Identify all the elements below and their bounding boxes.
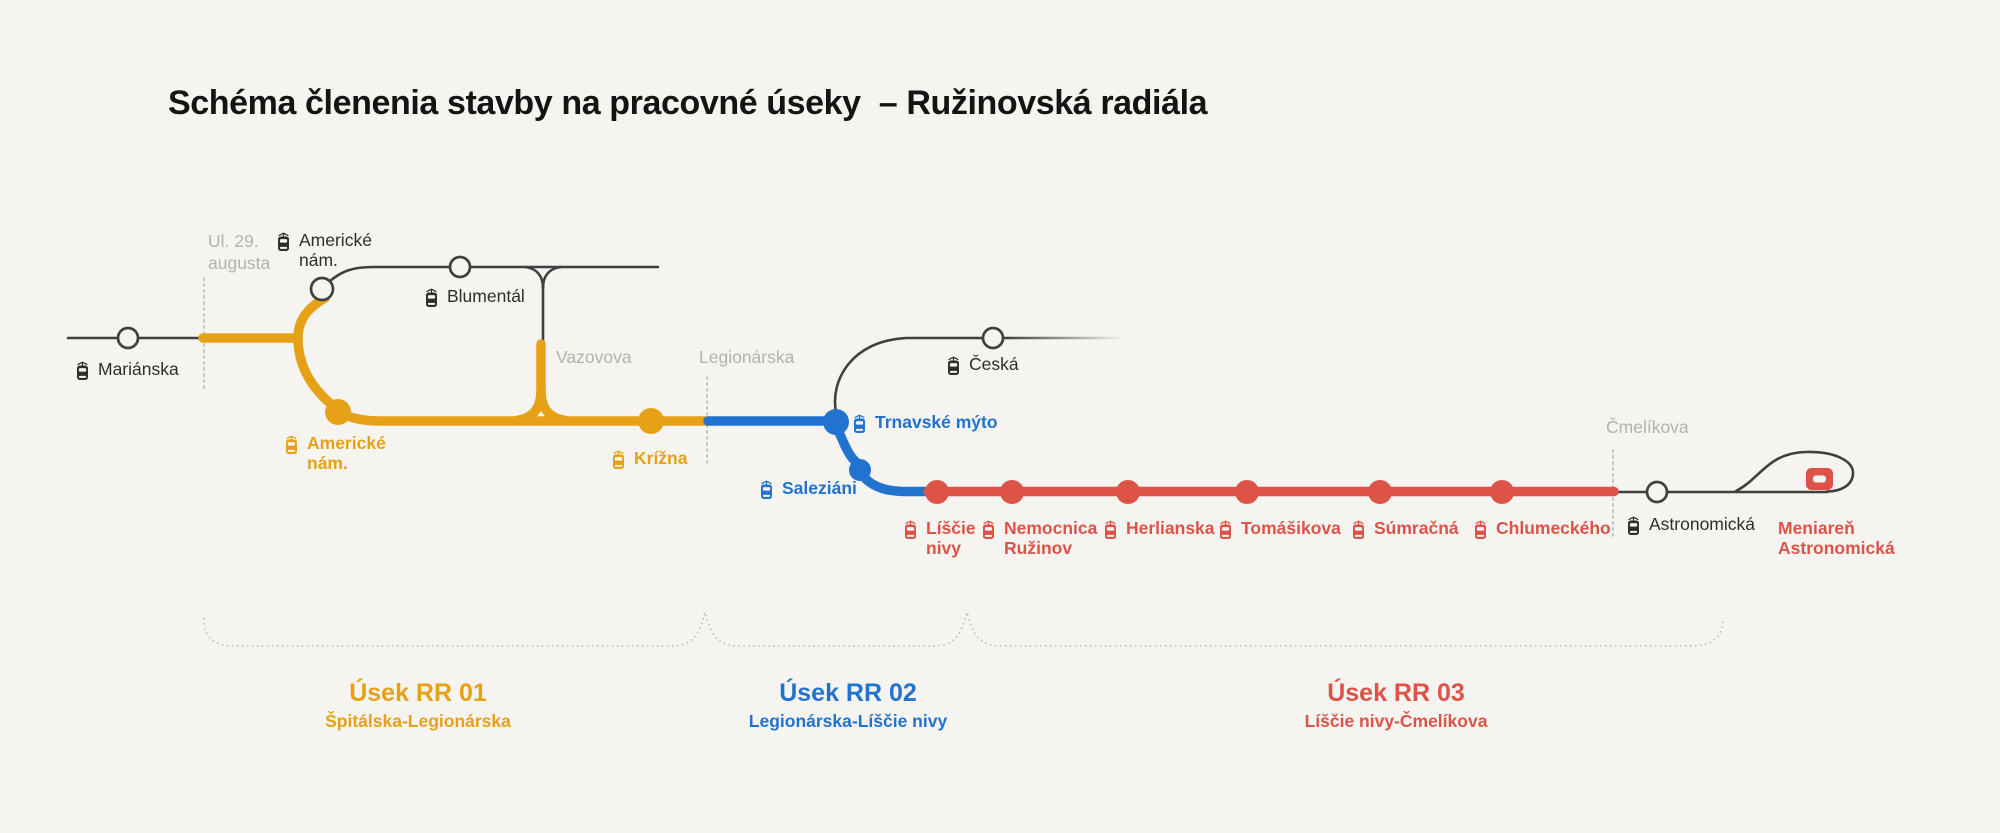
stop-dot-trnavske-myto xyxy=(823,409,849,435)
station-name: Tomášikova xyxy=(1241,518,1341,538)
track-vazovova-fillet-left xyxy=(523,265,545,290)
station-name: Saleziáni xyxy=(782,478,857,498)
section-rr01-range: Špitálska-Legionárska xyxy=(325,711,511,731)
tram-icon xyxy=(946,356,961,376)
street-label-vazovova: Vazovova xyxy=(556,347,632,367)
station-name: Mariánska xyxy=(98,359,179,379)
tram-icon xyxy=(424,288,439,308)
tram-icon xyxy=(1218,520,1233,540)
section-rr01-label: Úsek RR 01 xyxy=(349,679,487,707)
stop-dot-americke-nam xyxy=(325,399,351,425)
station-name: Chlumeckého xyxy=(1496,518,1611,538)
tram-icon xyxy=(75,361,90,381)
rr02-curve-lower xyxy=(857,470,935,497)
page-title: Schéma členenia stavby na pracovné úseky… xyxy=(168,84,1208,122)
tram-icon xyxy=(1626,516,1641,536)
rr01-vazovova-left xyxy=(512,339,546,426)
node-astronomicka xyxy=(1645,480,1669,504)
tram-icon xyxy=(276,232,291,252)
station-label-ceska: Česká xyxy=(946,354,1019,376)
tram-icon xyxy=(284,435,299,455)
stop-dot-tomasikova xyxy=(1235,480,1259,504)
station-name: Líščie nivy xyxy=(926,518,976,558)
rr01-vazovova-right xyxy=(536,386,570,426)
station-name: Americké nám. xyxy=(307,433,386,473)
station-label-astronomicka: Astronomická xyxy=(1626,514,1756,536)
stop-dot-liscie-nivy xyxy=(925,480,949,504)
station-label-americke-nam: Americké nám. xyxy=(284,433,386,473)
stop-dot-saleziani xyxy=(849,459,871,481)
track-blumental-line xyxy=(328,265,660,283)
station-name: Blumentál xyxy=(447,286,525,306)
substation-icon xyxy=(1806,468,1833,490)
station-label-krizna: Krížna xyxy=(611,448,688,470)
station-label-marianska: Mariánska xyxy=(75,359,179,381)
substation-name: Meniareň Astronomická xyxy=(1778,518,1895,558)
rr02-curve-upper xyxy=(833,425,862,468)
stop-dot-sumracna xyxy=(1368,480,1392,504)
node-ceska xyxy=(981,326,1005,350)
station-label-liscie-nivy: Líščie nivy xyxy=(903,518,976,558)
tram-icon xyxy=(852,414,867,434)
street-label-cmelikova: Čmelíkova xyxy=(1606,417,1689,437)
station-name: Trnavské mýto xyxy=(875,412,998,432)
stop-dot-herlianska xyxy=(1116,480,1140,504)
station-name: Americké nám. xyxy=(299,230,372,270)
section-rr02-range: Legionárska-Líščie nivy xyxy=(748,711,948,731)
station-label-trnavske-myto: Trnavské mýto xyxy=(852,412,998,434)
tram-icon xyxy=(1351,520,1366,540)
track-turning-loop xyxy=(1734,450,1855,493)
section-rr03: Úsek RR 03 Líščie nivy-Čmelíkova xyxy=(1196,680,1596,732)
track-vazovova-fillet-right xyxy=(541,265,563,290)
node-blumental xyxy=(448,255,472,279)
station-name: Krížna xyxy=(634,448,688,468)
station-label-americke-nam-top: Americké nám. xyxy=(276,230,372,270)
tram-icon xyxy=(903,520,918,540)
station-name: Herlianska xyxy=(1126,518,1215,538)
tram-icon xyxy=(611,450,626,470)
node-americke-nam xyxy=(309,276,335,302)
stop-dot-krizna xyxy=(638,408,664,434)
section-braces xyxy=(203,611,1724,647)
station-label-herlianska: Herlianska xyxy=(1103,518,1215,540)
stop-dot-nemocnica-ruzinov xyxy=(1000,480,1024,504)
street-label-legionarska: Legionárska xyxy=(699,347,795,367)
stop-dot-chlumeckeho xyxy=(1490,480,1514,504)
station-name: Česká xyxy=(969,354,1019,374)
station-label-sumracna: Súmračná xyxy=(1351,518,1459,540)
section-rr02-label: Úsek RR 02 xyxy=(779,679,917,707)
section-rr03-range: Líščie nivy-Čmelíkova xyxy=(1304,711,1488,731)
section-rr03-label: Úsek RR 03 xyxy=(1327,679,1465,707)
node-marianska xyxy=(116,326,140,350)
station-name: Nemocnica Ružinov xyxy=(1004,518,1098,558)
tram-icon xyxy=(759,480,774,500)
tram-icon xyxy=(1103,520,1118,540)
tram-icon xyxy=(981,520,996,540)
section-rr02: Úsek RR 02 Legionárska-Líščie nivy xyxy=(648,680,1048,732)
track-ceska-branch xyxy=(833,336,1010,414)
section-rr01: Úsek RR 01 Špitálska-Legionárska xyxy=(218,680,618,732)
label-meniaren-astronomicka: Meniareň Astronomická xyxy=(1778,518,1895,558)
station-label-nemocnica-ruzinov: Nemocnica Ružinov xyxy=(981,518,1098,558)
street-label-ul29: Ul. 29. augusta xyxy=(208,231,271,273)
station-label-saleziani: Saleziáni xyxy=(759,478,857,500)
station-label-chlumeckeho: Chlumeckého xyxy=(1473,518,1611,540)
station-name: Astronomická xyxy=(1649,514,1756,534)
tram-icon xyxy=(1473,520,1488,540)
station-label-blumental: Blumentál xyxy=(424,286,525,308)
station-name: Súmračná xyxy=(1374,518,1459,538)
station-label-tomasikova: Tomášikova xyxy=(1218,518,1341,540)
rr01-curve xyxy=(293,293,345,416)
